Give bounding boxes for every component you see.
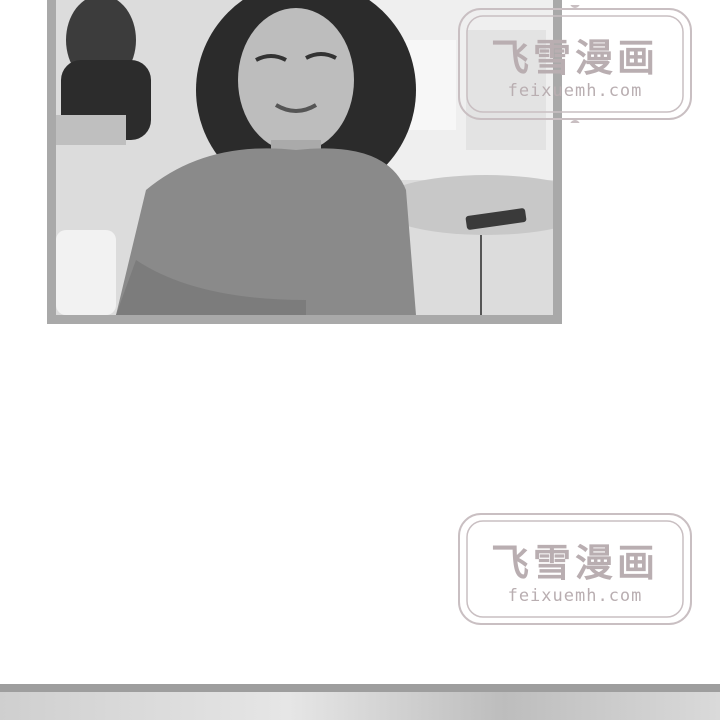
watermark-url-text: feixuemh.com [507,586,643,606]
next-panel-photo [0,692,720,720]
watermark-top: 飞雪漫画 feixuemh.com [455,0,695,165]
watermark-frame-icon [458,513,692,625]
comic-panel-frame [47,0,562,324]
watermark-url-text: feixuemh.com [507,81,643,101]
woman-in-cafe-illustration [56,0,553,315]
watermark-chinese-text: 飞雪漫画 [490,541,659,585]
watermark-frame-icon [458,5,692,123]
watermark-chinese-text: 飞雪漫画 [490,36,659,80]
comic-panel-photo [56,0,553,315]
watermark-bottom: 飞雪漫画 feixuemh.com [455,470,695,670]
